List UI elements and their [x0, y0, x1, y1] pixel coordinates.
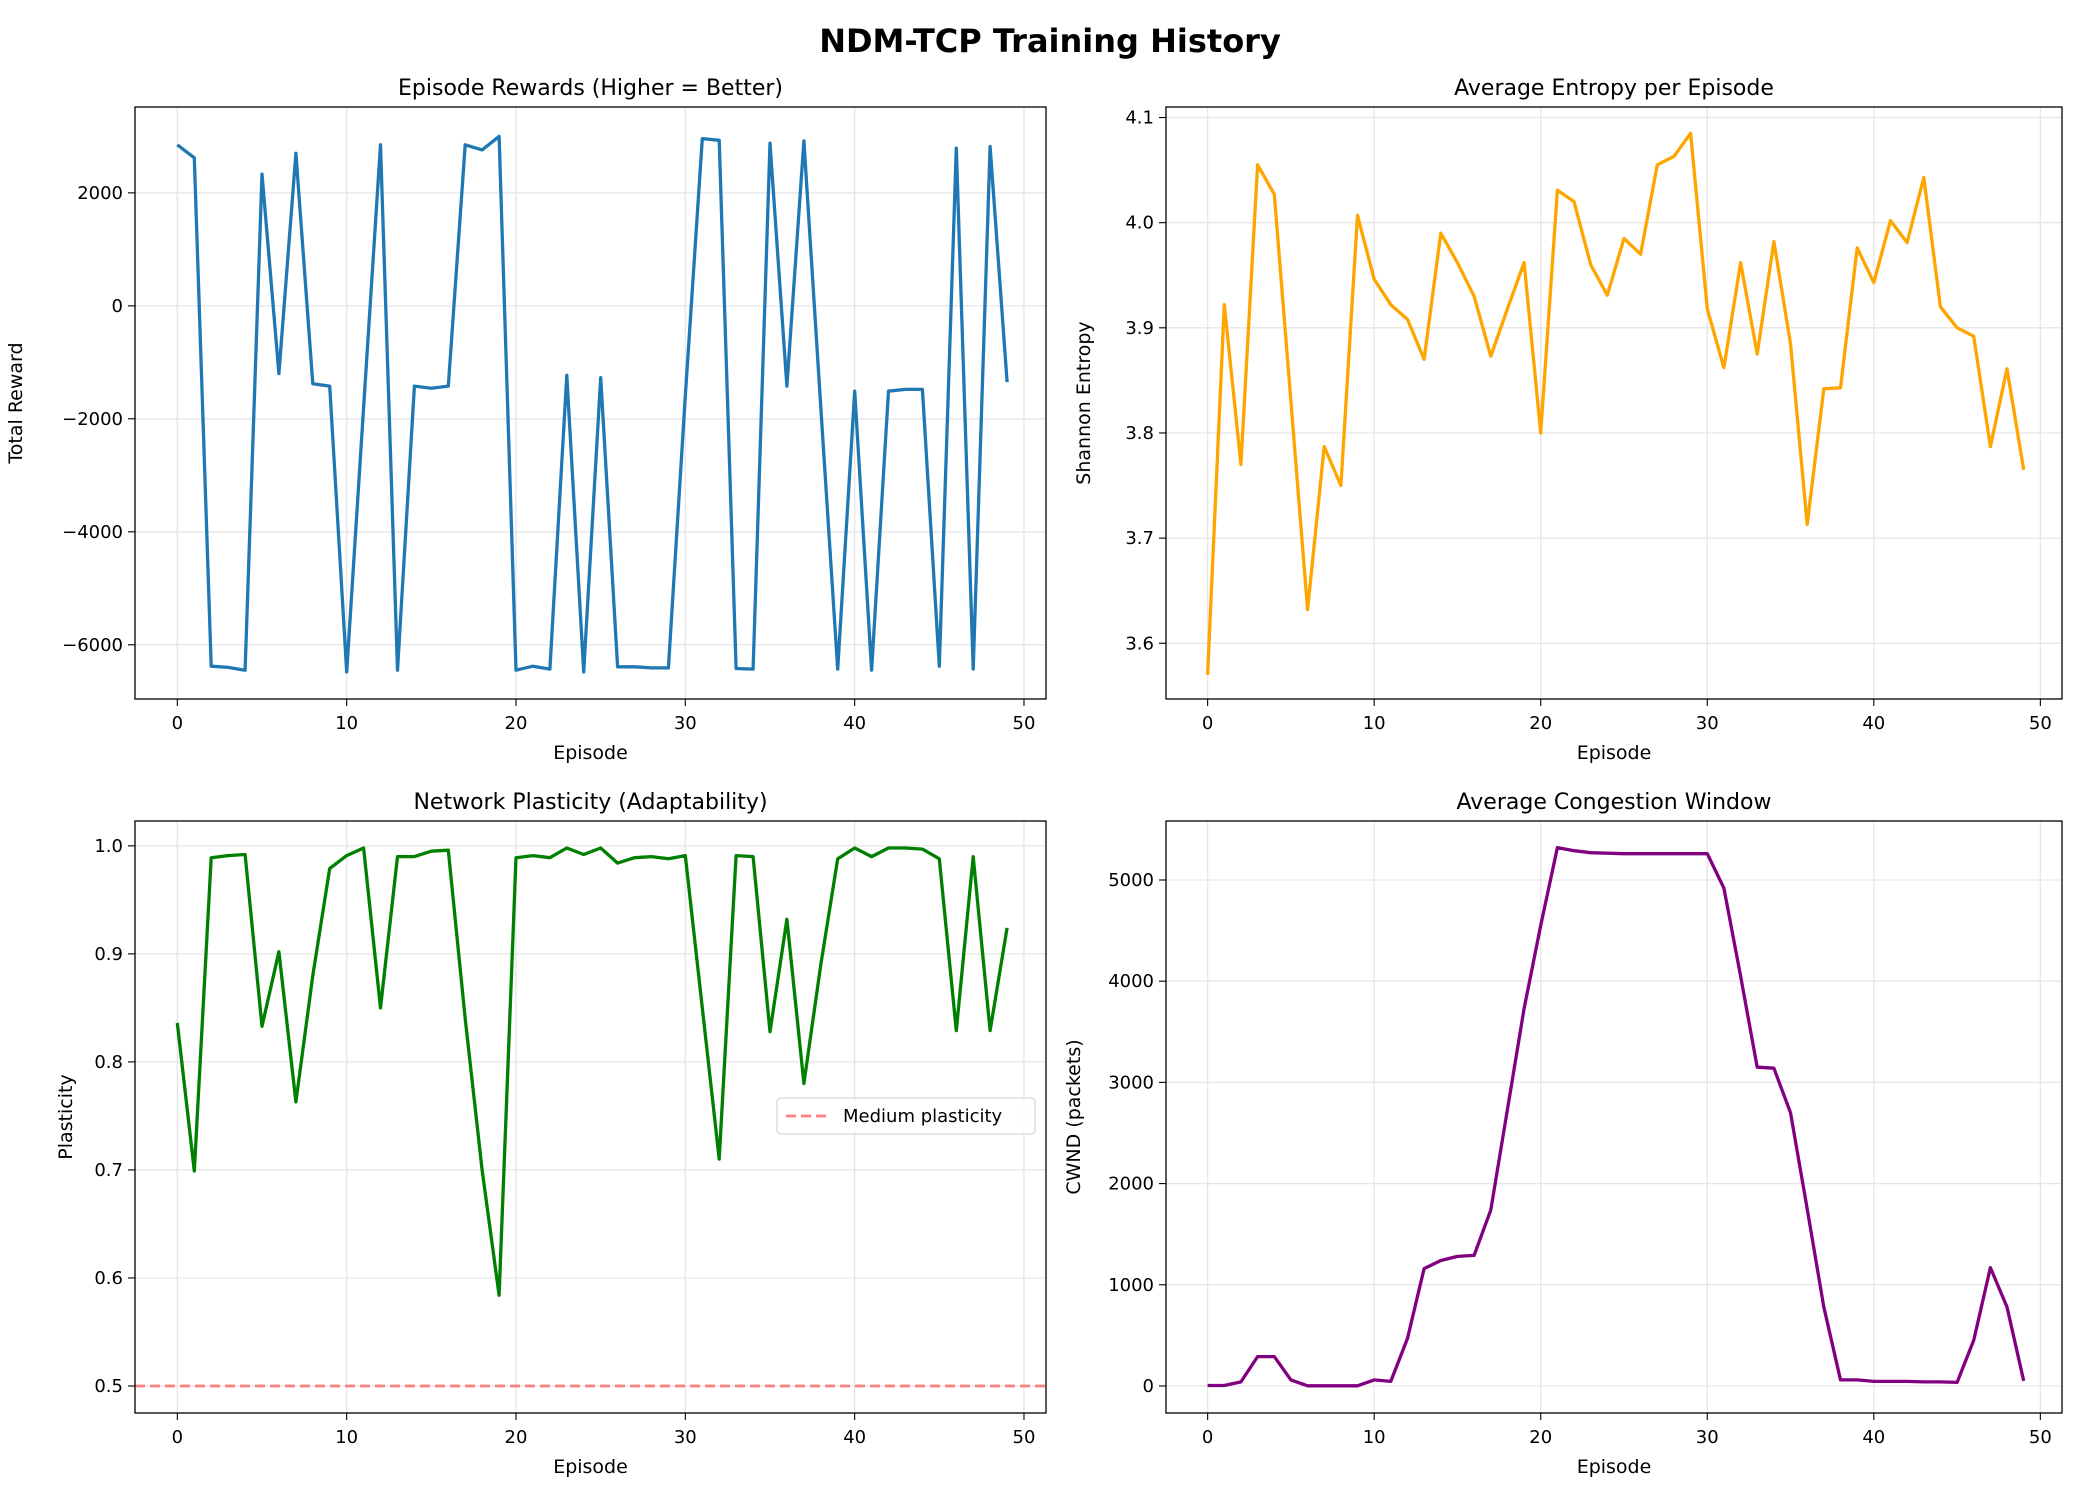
x-tick-label: 50	[2029, 1427, 2052, 1448]
subplot-4: 0 10 20 30 40 50 0 1000 2000 3000 4000 5000 Average …	[1063, 790, 2063, 1478]
axes-frame	[1165, 106, 2063, 700]
x-axis-label: Episode	[1577, 1456, 1652, 1478]
series-line	[175, 846, 1009, 1297]
y-tick-label: 0.5	[94, 1376, 123, 1397]
y-tick-label: 4000	[1108, 971, 1154, 992]
x-tick-label: 40	[1862, 713, 1885, 734]
x-axis-label: Episode	[1577, 742, 1652, 764]
y-axis-label: Plasticity	[55, 1074, 77, 1159]
y-tick-label: 2000	[77, 183, 123, 204]
subplot-title: Average Congestion Window	[1457, 790, 1772, 815]
y-tick-label: 0.7	[94, 1160, 123, 1181]
x-tick-label: 20	[1529, 1427, 1552, 1448]
x-tick-label: 0	[1202, 1427, 1213, 1448]
subplot-title: Episode Rewards (Higher = Better)	[398, 76, 783, 101]
y-axis-label: CWND (packets)	[1063, 1039, 1085, 1194]
x-axis-label: Episode	[553, 1456, 628, 1478]
x-tick-label: 20	[505, 713, 528, 734]
y-tick-label: 4.0	[1125, 213, 1154, 234]
subplot-3: 0 10 20 30 40 50 0.5 0.6 0.7 0.8 0.9 1.0 Network Pla…	[55, 790, 1047, 1478]
y-tick-label: 4.1	[1125, 108, 1154, 129]
x-tick-label: 10	[335, 1427, 358, 1448]
x-axis-label: Episode	[553, 742, 628, 764]
series-line	[1205, 131, 2026, 675]
axes-frame	[134, 106, 1047, 700]
y-tick-label: −2000	[62, 409, 123, 430]
x-tick-label: 50	[2029, 713, 2052, 734]
series-line	[176, 134, 1009, 674]
y-tick-label: 1000	[1108, 1275, 1154, 1296]
y-tick-label: 1.0	[94, 836, 123, 857]
subplot-1: 0 10 20 30 40 50 −6000 −4000 −2000 0 2000 Episode R…	[5, 76, 1047, 764]
subplot-2: 0 10 20 30 40 50 3.6 3.7 3.8 3.9 4.0 4.1 Average Ent…	[1073, 76, 2063, 764]
x-tick-label: 30	[1696, 713, 1719, 734]
x-tick-label: 40	[843, 1427, 866, 1448]
x-tick-label: 40	[1862, 1427, 1885, 1448]
y-tick-label: 3.6	[1125, 633, 1154, 654]
x-tick-label: 10	[1363, 713, 1386, 734]
y-tick-label: 3.9	[1125, 318, 1154, 339]
y-tick-label: 0.9	[94, 944, 123, 965]
figure-title: NDM-TCP Training History	[819, 22, 1281, 60]
x-tick-label: 40	[843, 713, 866, 734]
axes-frame	[134, 820, 1047, 1414]
x-tick-label: 0	[172, 1427, 183, 1448]
subplot-title: Network Plasticity (Adaptability)	[413, 790, 767, 815]
y-tick-label: 0.6	[94, 1268, 123, 1289]
legend-box	[776, 1097, 1036, 1135]
series-line	[1207, 845, 2026, 1388]
y-tick-label: 0.8	[94, 1052, 123, 1073]
x-tick-label: 50	[1013, 1427, 1036, 1448]
x-tick-label: 10	[335, 713, 358, 734]
y-tick-label: −4000	[62, 522, 123, 543]
x-tick-label: 20	[505, 1427, 528, 1448]
y-tick-label: −6000	[62, 635, 123, 656]
x-tick-label: 10	[1363, 1427, 1386, 1448]
x-tick-label: 50	[1013, 713, 1036, 734]
x-tick-label: 30	[1696, 1427, 1719, 1448]
y-axis-label: Total Reward	[5, 342, 27, 464]
y-tick-label: 0	[1143, 1376, 1154, 1397]
y-axis-label: Shannon Entropy	[1073, 321, 1095, 484]
legend-label: Medium plasticity	[843, 1106, 1003, 1127]
x-tick-label: 30	[674, 1427, 697, 1448]
y-tick-label: 3.7	[1125, 528, 1154, 549]
y-tick-label: 3000	[1108, 1072, 1154, 1093]
y-tick-label: 2000	[1108, 1174, 1154, 1195]
x-tick-label: 0	[172, 713, 183, 734]
x-tick-label: 30	[674, 713, 697, 734]
x-tick-label: 20	[1529, 713, 1552, 734]
y-tick-label: 5000	[1108, 870, 1154, 891]
subplot-title: Average Entropy per Episode	[1454, 76, 1774, 101]
axes-frame	[1165, 820, 2063, 1414]
y-tick-label: 3.8	[1125, 423, 1154, 444]
y-tick-label: 0	[112, 296, 123, 317]
x-tick-label: 0	[1202, 713, 1213, 734]
legend: Medium plasticity	[776, 1097, 1036, 1135]
